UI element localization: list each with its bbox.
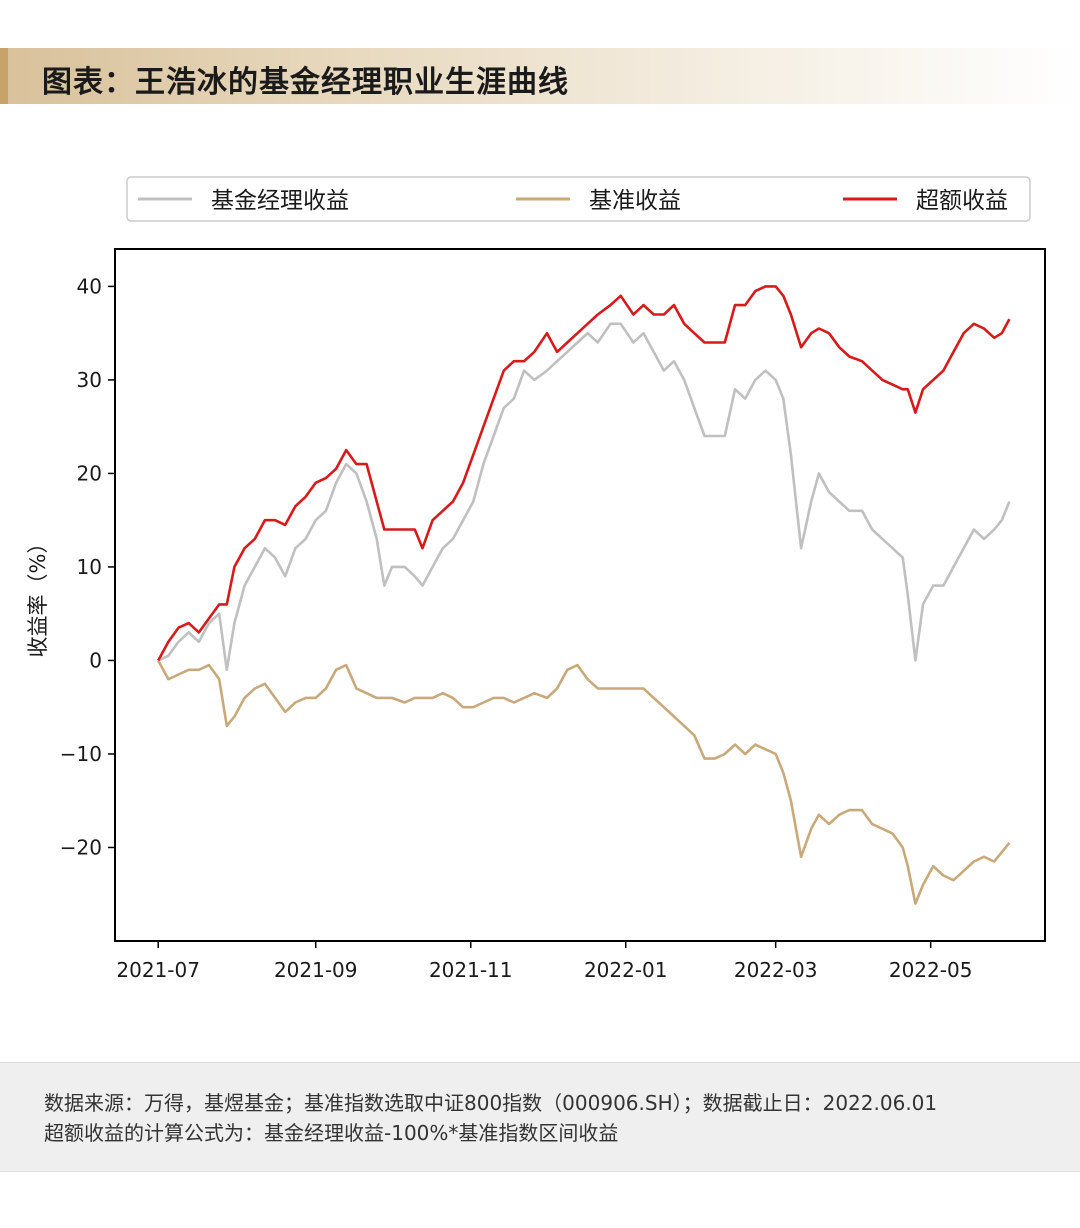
x-tick-label: 2022-03 bbox=[734, 958, 818, 982]
y-tick-label: 20 bbox=[77, 461, 102, 485]
title-banner: 图表：王浩冰的基金经理职业生涯曲线 bbox=[0, 48, 1080, 104]
y-tick-label: 0 bbox=[89, 648, 102, 672]
x-tick-label: 2021-07 bbox=[116, 958, 200, 982]
career-curve-chart: 40 30 20 10 0 −10 −20 2021-07 2021-09 2021-11 2022… bbox=[26, 176, 1046, 982]
legend-label-1: 基金经理收益 bbox=[211, 188, 349, 214]
x-tick-label: 2021-09 bbox=[274, 958, 358, 982]
y-axis-label: 收益率（%） bbox=[26, 533, 50, 658]
x-tick-label: 2021-11 bbox=[429, 958, 513, 982]
legend-box bbox=[126, 176, 1031, 222]
series-line-2 bbox=[157, 659, 1011, 905]
legend-label-2: 基准收益 bbox=[589, 188, 681, 214]
y-tick-label: 40 bbox=[77, 274, 102, 298]
x-tick-label: 2022-01 bbox=[584, 958, 668, 982]
x-tick-label: 2022-05 bbox=[889, 958, 973, 982]
legend-label-3: 超额收益 bbox=[916, 188, 1008, 214]
y-tick-label: −20 bbox=[60, 835, 102, 859]
series-line-1 bbox=[157, 322, 1011, 672]
chart-title: 图表：王浩冰的基金经理职业生涯曲线 bbox=[42, 65, 569, 100]
y-tick-label: 30 bbox=[77, 368, 102, 392]
plot-area bbox=[114, 248, 1046, 942]
formula-note: 超额收益的计算公式为：基金经理收益-100%*基准指数区间收益 bbox=[44, 1121, 619, 1145]
source-footer: 数据来源：万得，基煜基金；基准指数选取中证800指数（000906.SH）；数据… bbox=[0, 1062, 1080, 1172]
y-tick-label: −10 bbox=[60, 742, 102, 766]
title-accent-bar bbox=[0, 48, 8, 104]
series-line-3 bbox=[157, 285, 1011, 662]
y-tick-label: 10 bbox=[77, 555, 102, 579]
data-source-note: 数据来源：万得，基煜基金；基准指数选取中证800指数（000906.SH）；数据… bbox=[44, 1091, 938, 1115]
